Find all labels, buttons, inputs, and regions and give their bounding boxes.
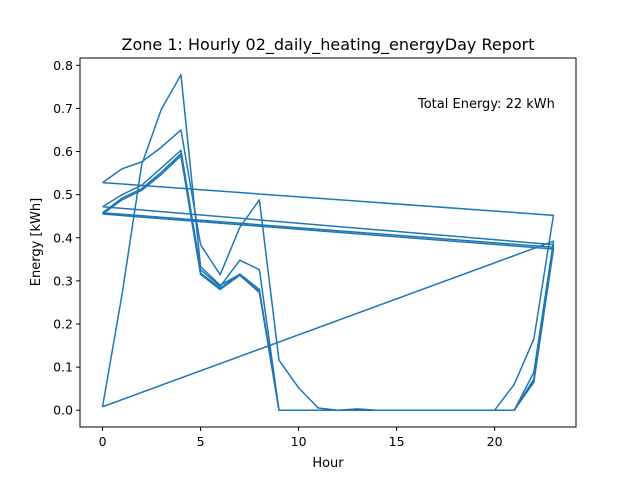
y-tick-label: 0.1 <box>53 360 73 375</box>
x-axis: 0 5 10 15 20 <box>99 427 503 449</box>
y-tick-label: 0.3 <box>53 273 73 288</box>
x-tick-label: 10 <box>291 434 307 449</box>
x-tick-label: 20 <box>487 434 503 449</box>
y-tick-label: 0.6 <box>53 144 73 159</box>
y-tick-label: 0.8 <box>53 58 73 73</box>
x-axis-label: Hour <box>312 456 344 471</box>
chart-title: Zone 1: Hourly 02_daily_heating_energyDa… <box>122 35 535 55</box>
total-energy-annotation: Total Energy: 22 kWh <box>417 97 555 112</box>
x-tick-label: 5 <box>197 434 205 449</box>
y-tick-label: 0.0 <box>53 403 73 418</box>
plot-lines <box>101 74 555 411</box>
y-axis-label: Energy [kWh] <box>29 198 44 286</box>
x-tick-label: 15 <box>389 434 405 449</box>
y-axis: 0.0 0.1 0.2 0.3 0.4 0.5 0.6 0.7 0.8 <box>53 58 80 418</box>
x-tick-label: 0 <box>99 434 107 449</box>
y-tick-label: 0.4 <box>53 230 73 245</box>
plot-frame <box>79 57 577 428</box>
y-tick-label: 0.5 <box>53 187 73 202</box>
y-tick-label: 0.7 <box>53 101 73 116</box>
series-line-5 <box>102 155 555 411</box>
y-tick-label: 0.2 <box>53 316 73 331</box>
